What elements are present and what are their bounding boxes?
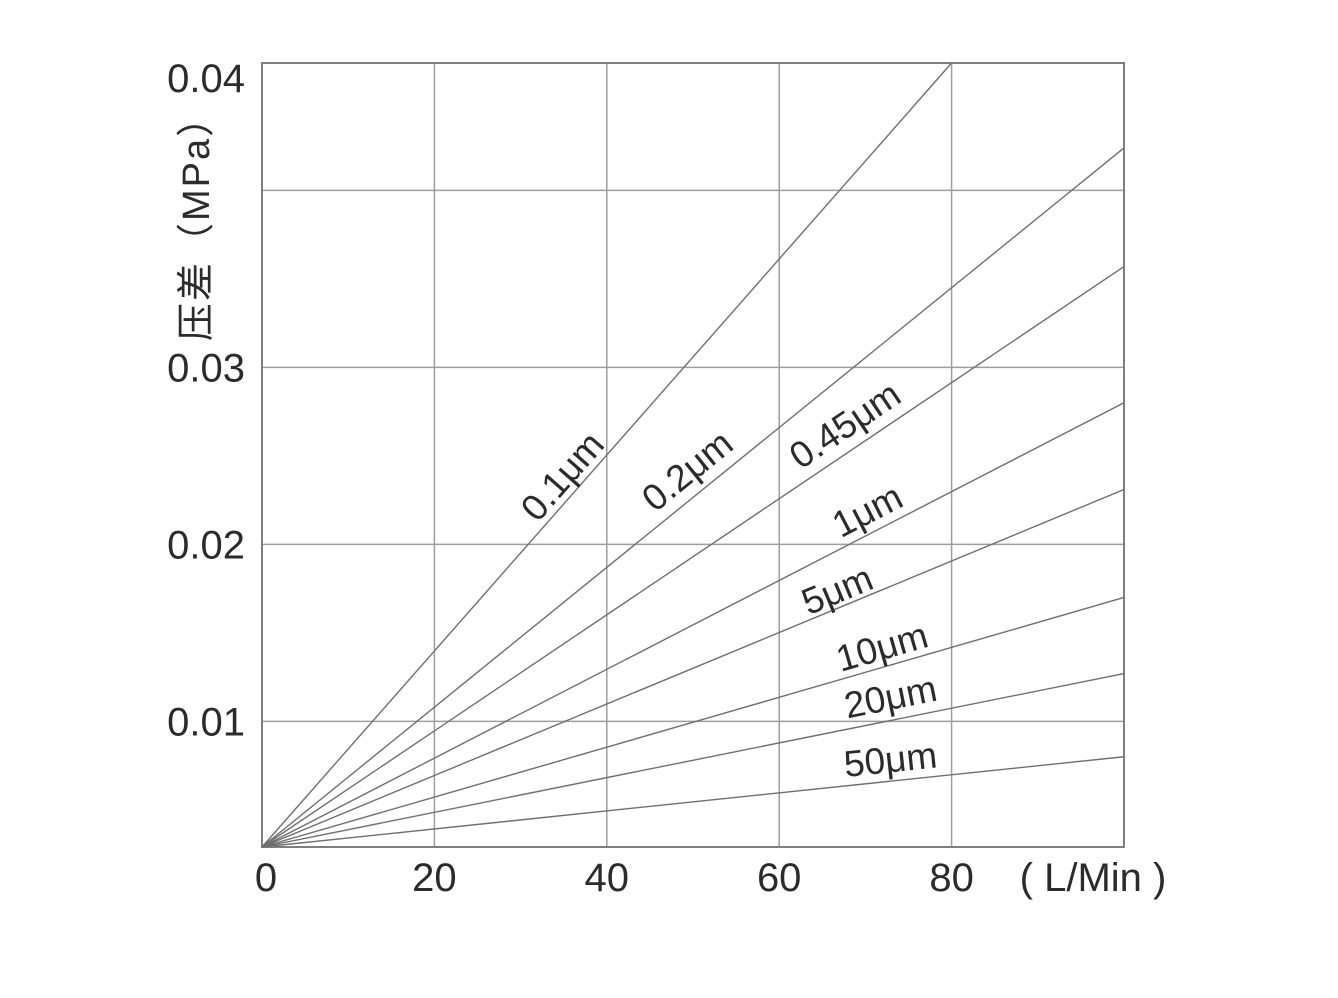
x-tick-label-40: 40 <box>585 856 630 900</box>
series-line-50um <box>261 756 1125 848</box>
y-tick-label-0.04: 0.04 <box>167 57 245 101</box>
y-tick-label-0.02: 0.02 <box>167 523 245 567</box>
x-tick-label-80: 80 <box>929 856 974 900</box>
y-tick-label-0.03: 0.03 <box>167 346 245 390</box>
y-axis-title: 压差（MPa） <box>176 97 218 341</box>
series-line-20um <box>261 672 1125 848</box>
series-line-0-2um <box>261 147 1125 848</box>
x-axis-unit-label: ( L/Min ) <box>1020 856 1167 900</box>
series-label-0-2um: 0.2μm <box>634 422 740 519</box>
x-tick-label-60: 60 <box>757 856 802 900</box>
x-tick-label-0: 0 <box>255 856 277 900</box>
series-label-50um: 50μm <box>842 734 939 785</box>
x-tick-label-20: 20 <box>412 856 457 900</box>
series-line-0-45um <box>261 265 1125 848</box>
series-label-5um: 5μm <box>796 557 879 623</box>
series-line-1um <box>261 402 1125 848</box>
series-line-5um <box>261 488 1125 848</box>
series-label-20um: 20μm <box>841 668 941 727</box>
series-label-0-1um: 0.1μm <box>513 424 612 529</box>
plot-frame <box>261 62 1125 848</box>
series-line-0-1um <box>261 62 953 848</box>
y-tick-label-0.01: 0.01 <box>167 700 245 744</box>
series-line-10um <box>261 596 1125 848</box>
